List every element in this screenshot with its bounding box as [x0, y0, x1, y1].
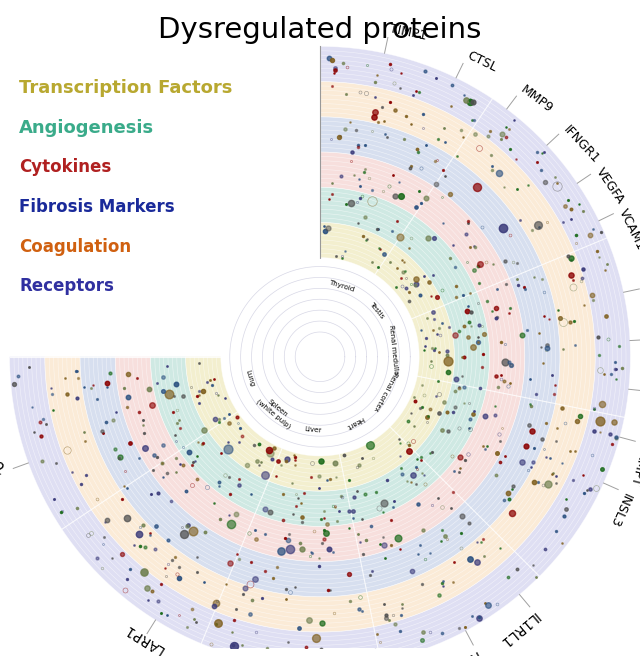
Text: Renal cortex: Renal cortex [372, 371, 398, 412]
Text: Spleen
(white pulp): Spleen (white pulp) [255, 392, 296, 430]
Text: LARP1: LARP1 [122, 621, 166, 656]
Wedge shape [150, 187, 490, 526]
Wedge shape [115, 152, 525, 562]
Text: TIMP1: TIMP1 [388, 22, 428, 42]
Text: IL1RL1: IL1RL1 [495, 609, 540, 649]
Text: Liver: Liver [304, 426, 321, 434]
Text: Testis: Testis [369, 300, 385, 319]
Text: Fibrosis Markers: Fibrosis Markers [19, 198, 175, 216]
Text: NAMPT: NAMPT [627, 442, 640, 488]
Wedge shape [186, 222, 454, 491]
Text: Coagulation: Coagulation [19, 237, 131, 256]
Text: Receptors: Receptors [19, 277, 114, 295]
Text: ACE2: ACE2 [0, 451, 7, 479]
Wedge shape [45, 81, 595, 632]
Text: Thyroid: Thyroid [328, 279, 355, 293]
Text: Angiogenesis: Angiogenesis [19, 119, 154, 136]
Circle shape [222, 259, 418, 455]
Text: RELA: RELA [443, 647, 481, 656]
Text: VCAM1: VCAM1 [616, 207, 640, 253]
Text: Lung: Lung [244, 369, 255, 387]
Text: Renal medulla: Renal medulla [388, 325, 399, 375]
Text: Dysregulated proteins: Dysregulated proteins [158, 16, 482, 45]
Wedge shape [10, 47, 630, 656]
Text: INSL3: INSL3 [607, 491, 633, 529]
Text: Transcription Factors: Transcription Factors [19, 79, 232, 97]
Text: CTSL: CTSL [465, 49, 499, 75]
Wedge shape [80, 117, 560, 597]
Text: MMP9: MMP9 [518, 83, 556, 116]
Text: Heart: Heart [345, 415, 365, 429]
Text: Cytokines: Cytokines [19, 158, 111, 176]
Text: VEGFA: VEGFA [593, 165, 627, 206]
Text: IFNGR1: IFNGR1 [561, 123, 602, 166]
